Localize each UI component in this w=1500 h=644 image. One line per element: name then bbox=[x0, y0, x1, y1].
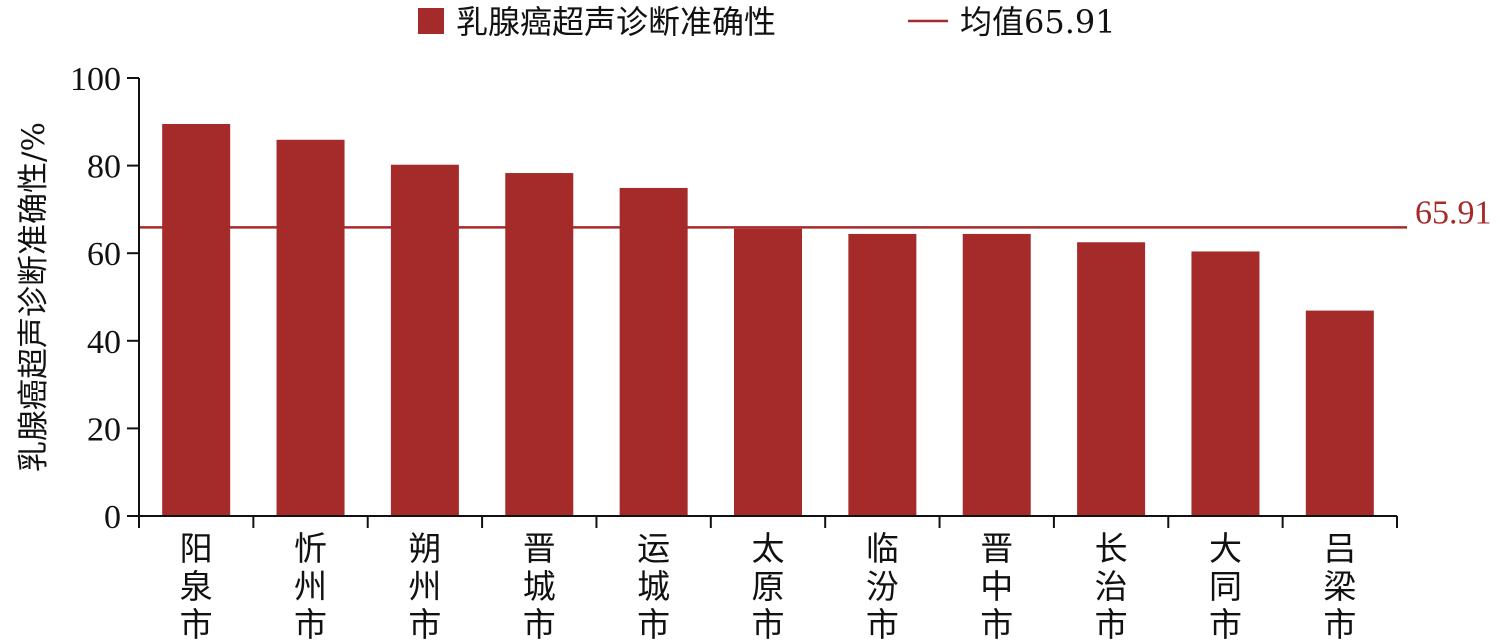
y-tick-label: 20 bbox=[87, 411, 121, 448]
x-category-label: 运城市 bbox=[637, 529, 670, 644]
bar-11 bbox=[1305, 310, 1374, 516]
y-tick-label: 0 bbox=[104, 499, 121, 536]
y-tick-label: 100 bbox=[70, 61, 121, 98]
bar-5 bbox=[619, 187, 688, 517]
legend: 乳腺癌超声诊断准确性 均值65.91 bbox=[418, 3, 1116, 41]
x-axis-labels: 阳泉市 忻州市 朔州市 晋城市 运城市 太原市 临汾市 晋中市 长治市 大同市 吕梁市 bbox=[180, 529, 1357, 644]
x-category-label: 晋中市 bbox=[980, 529, 1013, 644]
bar-8 bbox=[962, 233, 1031, 517]
mean-line-group: 65.91 bbox=[139, 194, 1492, 231]
y-axis-label: 乳腺癌超声诊断准确性/% bbox=[16, 122, 52, 472]
axes bbox=[138, 78, 1398, 528]
bar-7 bbox=[848, 233, 917, 517]
x-category-label: 长治市 bbox=[1095, 529, 1128, 644]
x-category-label: 太原市 bbox=[752, 529, 785, 644]
x-category-label: 忻州市 bbox=[294, 529, 327, 644]
legend-bar-label: 乳腺癌超声诊断准确性 bbox=[456, 3, 776, 41]
bar-4 bbox=[505, 173, 574, 516]
bars bbox=[162, 123, 1374, 517]
x-category-label: 临汾市 bbox=[866, 529, 899, 644]
x-category-label: 阳泉市 bbox=[180, 529, 213, 644]
x-category-label: 朔州市 bbox=[408, 529, 441, 644]
y-axis-ticks: 0 20 40 60 80 100 bbox=[70, 61, 139, 536]
x-category-label: 晋城市 bbox=[523, 529, 556, 644]
legend-bar-swatch bbox=[418, 8, 444, 34]
bar-1 bbox=[162, 123, 231, 517]
x-category-label: 大同市 bbox=[1209, 529, 1242, 644]
bar-6 bbox=[734, 228, 802, 516]
bar-10 bbox=[1191, 251, 1260, 516]
bar-9 bbox=[1077, 242, 1146, 516]
y-tick-label: 60 bbox=[87, 236, 121, 273]
bar-2 bbox=[276, 139, 345, 516]
mean-line-label: 65.91 bbox=[1415, 194, 1492, 231]
x-category-label: 吕梁市 bbox=[1323, 529, 1356, 644]
bar-3 bbox=[390, 164, 459, 516]
y-tick-label: 40 bbox=[87, 324, 121, 361]
legend-line-label: 均值65.91 bbox=[960, 3, 1116, 41]
y-tick-label: 80 bbox=[87, 149, 121, 186]
